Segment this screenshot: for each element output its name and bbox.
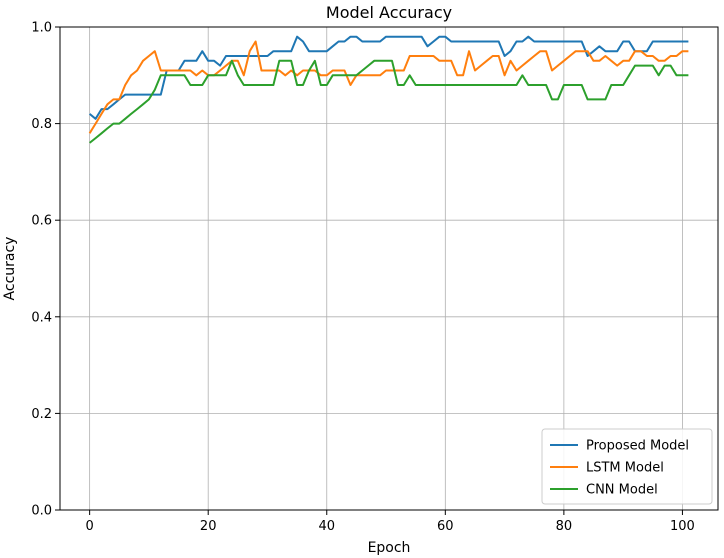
series-line-0 — [88, 35, 689, 120]
x-tick-label: 80 — [556, 519, 573, 534]
y-tick-label: 0.6 — [31, 214, 52, 229]
y-tick-label: 1.0 — [31, 21, 52, 36]
legend-label: Proposed Model — [586, 439, 689, 454]
y-axis-label: Accuracy — [2, 237, 18, 301]
axis-ticks: 0 20 40 60 80 100 0.0 0.2 0.4 0.6 0.8 1.0 — [31, 21, 695, 535]
x-tick-label: 60 — [437, 519, 454, 534]
y-tick-label: 0.4 — [31, 310, 52, 325]
legend-label: CNN Model — [586, 483, 658, 498]
x-tick-label: 100 — [670, 519, 695, 534]
series-line-2 — [88, 59, 689, 144]
series-lines — [88, 35, 689, 144]
x-tick-label: 40 — [318, 519, 335, 534]
chart-title: Model Accuracy — [326, 3, 452, 22]
y-tick-label: 0.2 — [31, 407, 52, 422]
y-tick-label: 0.0 — [31, 504, 52, 519]
legend-label: LSTM Model — [586, 461, 664, 476]
y-tick-label: 0.8 — [31, 117, 52, 132]
plot-frame — [59, 26, 719, 511]
series-line-1 — [88, 40, 689, 134]
x-axis-label: Epoch — [368, 540, 411, 556]
x-tick-label: 0 — [85, 519, 93, 534]
x-tick-label: 20 — [200, 519, 217, 534]
legend: Proposed Model LSTM Model CNN Model — [541, 428, 713, 505]
legend-box — [541, 428, 713, 505]
